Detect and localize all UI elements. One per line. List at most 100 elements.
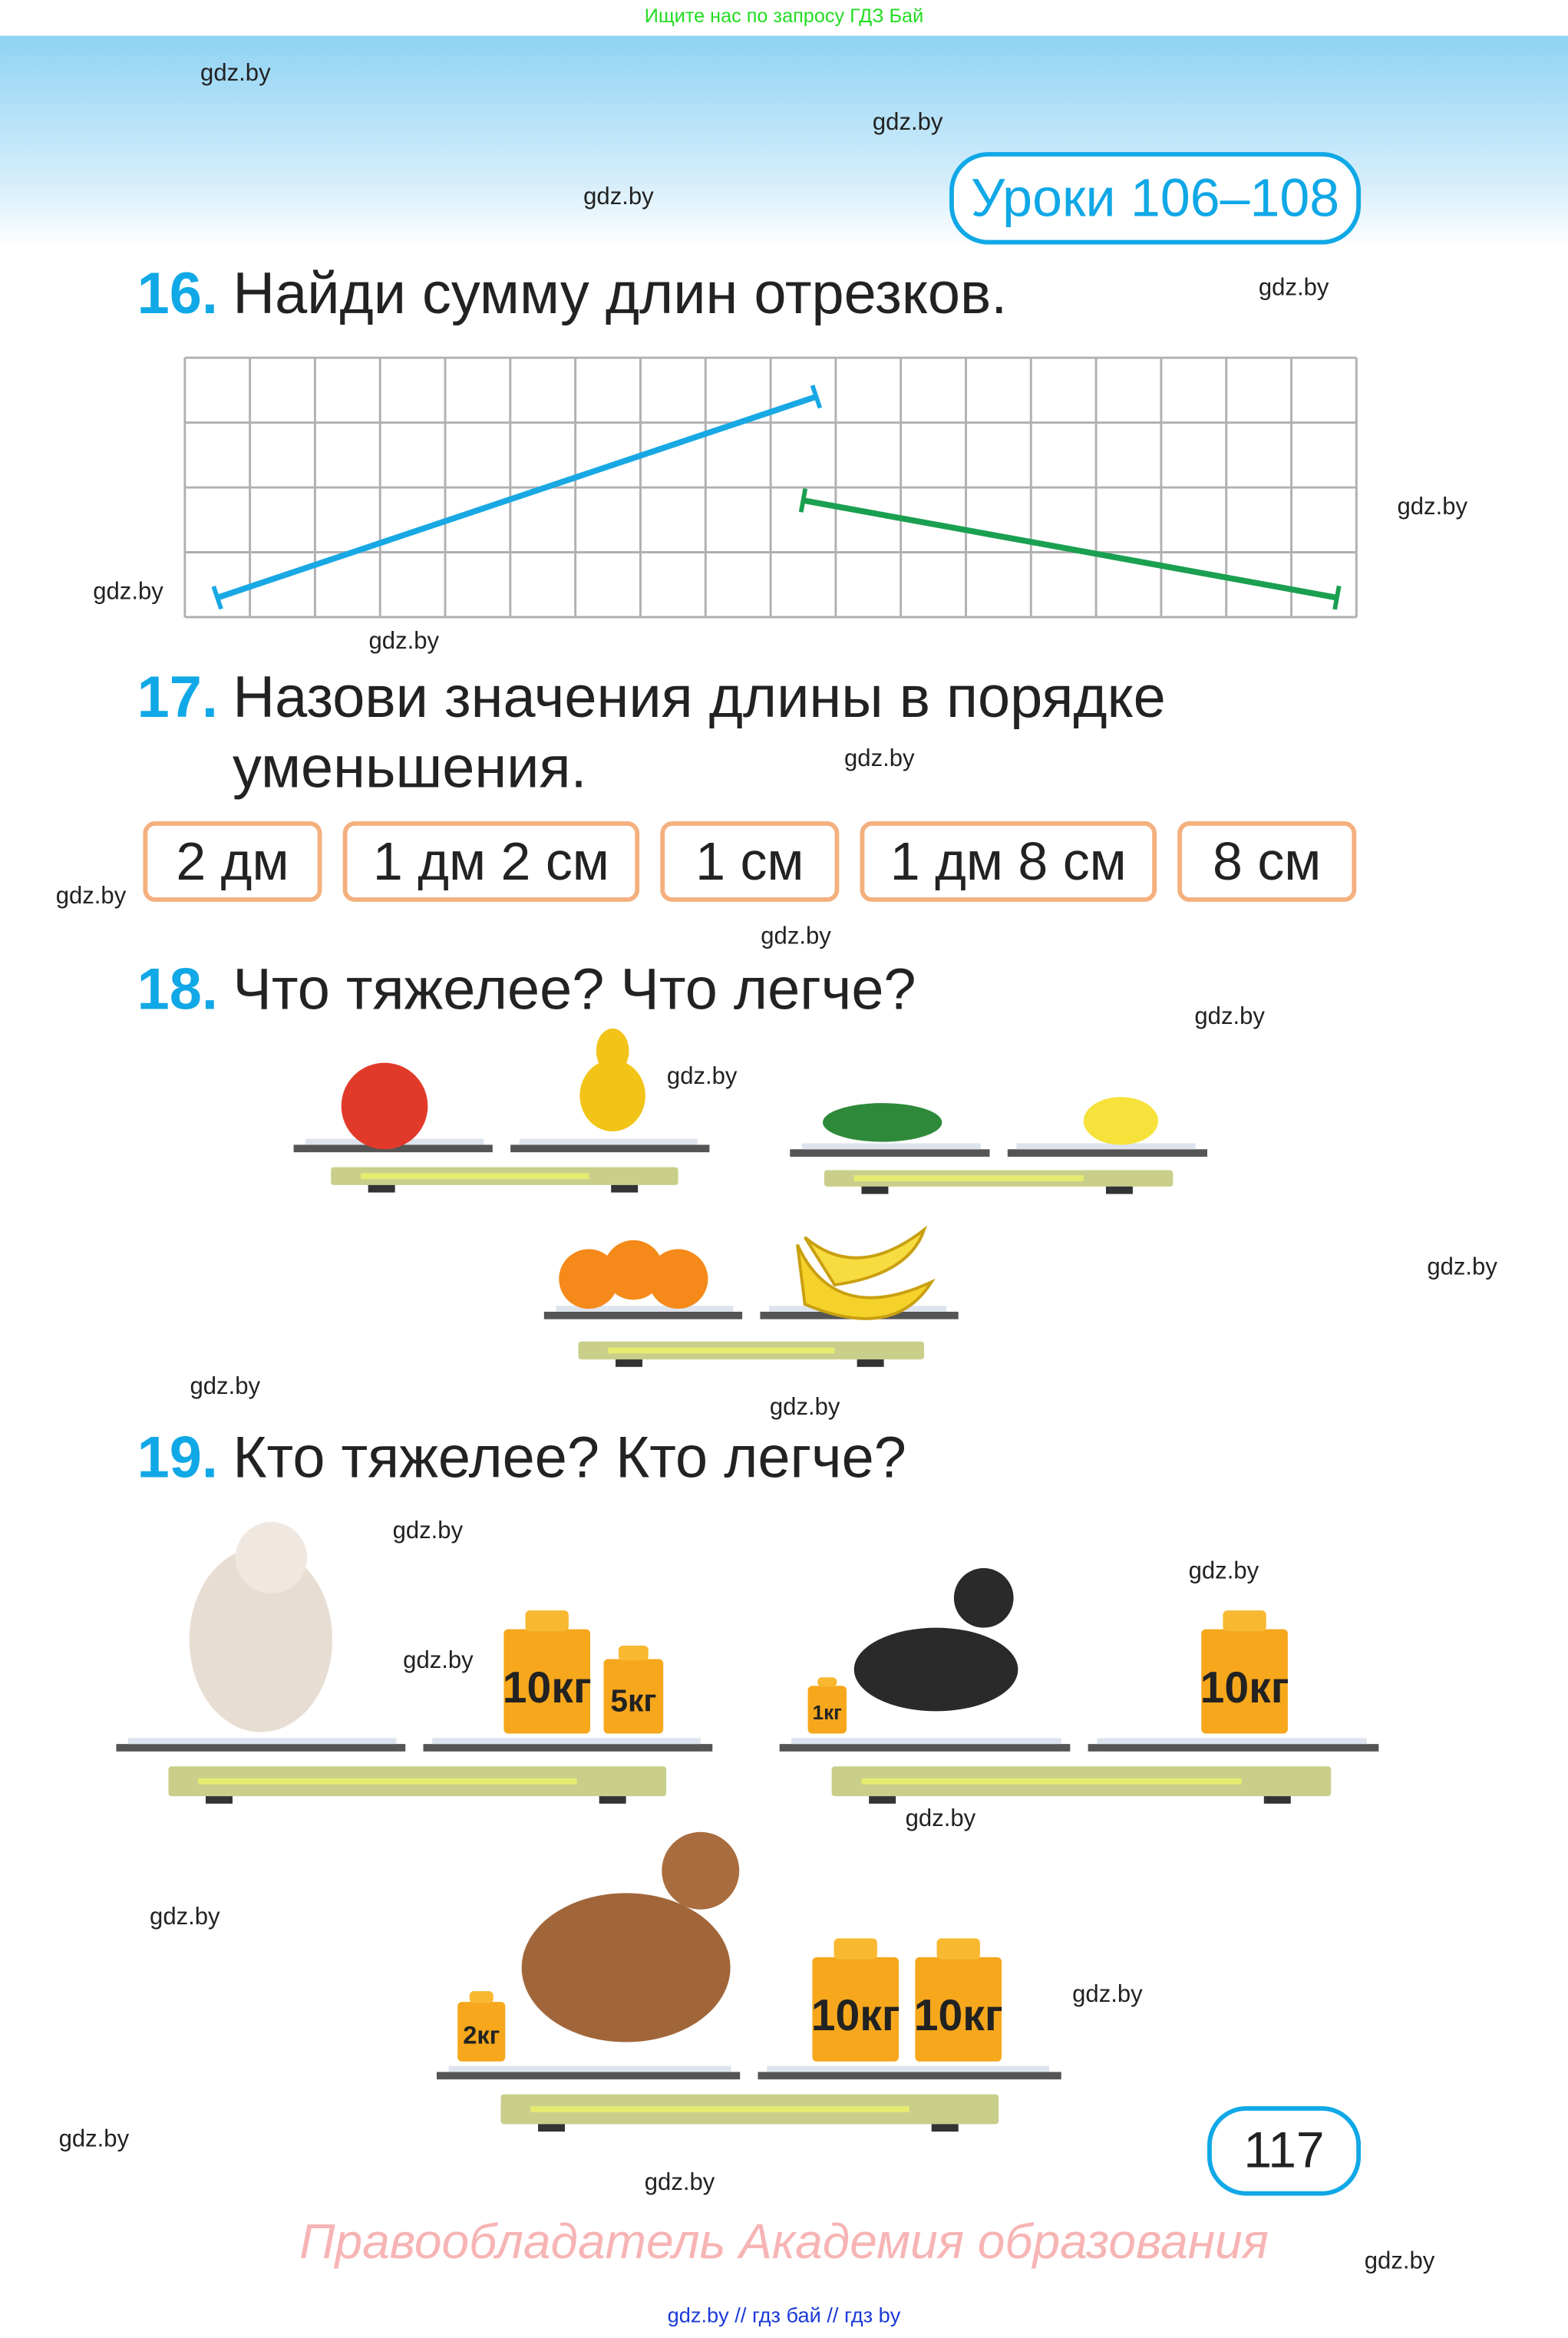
weight-label: 5кг <box>610 1683 656 1718</box>
scale-foot <box>611 1184 639 1193</box>
task-number: 16. <box>137 262 218 327</box>
gdz-watermark: gdz.by <box>644 2170 715 2196</box>
scale-plate-left <box>790 1149 990 1157</box>
scale-foot <box>857 1359 884 1367</box>
weight-label: 1кг <box>813 1701 843 1724</box>
length-card: 1 дм 8 см <box>860 821 1157 902</box>
scale-foot <box>931 2124 959 2132</box>
weight <box>807 1686 847 1734</box>
length-card: 2 дм <box>143 821 322 902</box>
poodle-icon <box>189 1547 333 1732</box>
scale-foot <box>861 1186 889 1194</box>
gdz-watermark: gdz.by <box>150 1904 220 1930</box>
segment <box>216 394 817 601</box>
scale-plate-right <box>1088 1744 1379 1752</box>
weight <box>812 1957 900 2062</box>
task-16-title: 16. Найди сумму длин отрезков. <box>137 263 1008 328</box>
scale-plate-left <box>779 1744 1071 1752</box>
gdz-watermark: gdz.by <box>200 61 271 87</box>
weight <box>915 1957 1002 2062</box>
gdz-watermark: gdz.by <box>872 110 943 136</box>
spaniel-icon <box>521 1893 731 2042</box>
plate-top <box>801 1143 981 1150</box>
plate-top <box>1016 1143 1196 1150</box>
gdz-watermark: gdz.by <box>1258 276 1329 302</box>
cucumber-icon <box>822 1103 942 1142</box>
task-19-title: 19. Кто тяжелее? Кто легче? <box>137 1426 906 1491</box>
length-card: 8 см <box>1177 821 1357 902</box>
weight-knob <box>817 1677 837 1687</box>
page-number: 117 <box>1207 2106 1362 2196</box>
task-number: 19. <box>137 1426 218 1491</box>
scale-plate-right <box>758 2072 1061 2080</box>
pear-top <box>596 1028 629 1074</box>
scale-base-highlight <box>360 1173 589 1180</box>
scale-foot <box>1263 1796 1291 1804</box>
weight-label: 10кг <box>503 1663 592 1712</box>
scale-plate-left <box>293 1144 493 1153</box>
weight-knob <box>1223 1610 1266 1632</box>
scale-base-highlight <box>853 1175 1084 1182</box>
top-banner[interactable]: Ищите нас по запросу ГДЗ Бай <box>0 0 1568 36</box>
dachshund-head <box>953 1567 1014 1628</box>
scale-foot <box>1105 1186 1133 1194</box>
scale-foot <box>205 1796 233 1804</box>
gdz-watermark: gdz.by <box>905 1806 976 1832</box>
gdz-watermark: gdz.by <box>769 1395 840 1421</box>
gdz-watermark: gdz.by <box>1194 1004 1265 1030</box>
rights-holder-watermark: Правообладатель Академия образования <box>299 2213 1269 2269</box>
gdz-watermark: gdz.by <box>761 924 831 950</box>
weight-label: 10кг <box>914 1991 1003 2040</box>
weight-knob <box>469 1991 494 2003</box>
weight-label: 10кг <box>811 1991 900 2040</box>
plate-top <box>128 1738 397 1745</box>
apple-icon <box>341 1062 428 1150</box>
segment-endpoint <box>798 488 808 513</box>
scale-plate-left <box>116 1744 406 1752</box>
scale-foot <box>599 1796 626 1804</box>
gdz-watermark: gdz.by <box>1397 494 1468 520</box>
segment-endpoint <box>810 385 823 409</box>
scale-plate-right <box>1007 1149 1208 1157</box>
orange-icon <box>648 1249 708 1309</box>
weight-knob <box>834 1938 877 1960</box>
segment-endpoint <box>1332 585 1342 610</box>
dachshund-icon <box>853 1627 1018 1712</box>
task-text: Кто тяжелее? Кто легче? <box>233 1426 906 1491</box>
task-18-title: 18. Что тяжелее? Что легче? <box>137 959 916 1024</box>
weight-label: 2кг <box>463 2020 500 2049</box>
gdz-watermark: gdz.by <box>368 629 440 655</box>
gdz-watermark: gdz.by <box>666 1064 738 1090</box>
length-card: 1 дм 2 см <box>342 821 640 902</box>
orange-icon <box>559 1249 619 1309</box>
gdz-watermark: gdz.by <box>1427 1255 1497 1281</box>
gdz-watermark: gdz.by <box>403 1648 474 1674</box>
plate-top <box>1097 1738 1367 1745</box>
weight <box>1201 1629 1288 1734</box>
weight-knob <box>618 1645 649 1661</box>
task-text: Что тяжелее? Что легче? <box>233 958 916 1023</box>
weight-knob <box>936 1938 980 1960</box>
task-17-title: 17. Назови значения длины в порядке <box>137 666 1166 731</box>
task-17-title-line2: уменьшения. <box>232 736 587 801</box>
scale-foot <box>538 2124 566 2132</box>
segment-grid <box>183 356 1358 619</box>
plate-top <box>519 1138 698 1145</box>
weight <box>603 1659 664 1734</box>
scale-plate-right <box>510 1144 710 1153</box>
weight-label: 10кг <box>1200 1663 1289 1712</box>
scale-foot <box>869 1796 896 1804</box>
segment <box>802 497 1338 601</box>
scale-foot <box>616 1359 643 1367</box>
gdz-watermark: gdz.by <box>190 1374 261 1400</box>
lessons-badge: Уроки 106–108 <box>949 152 1362 245</box>
gdz-watermark: gdz.by <box>1364 2249 1435 2275</box>
scale-base-highlight <box>861 1778 1242 1785</box>
gdz-watermark: gdz.by <box>1072 1982 1143 2008</box>
weight <box>457 2002 506 2062</box>
plate-top <box>767 2066 1050 2072</box>
gdz-watermark: gdz.by <box>844 746 915 772</box>
footer-links[interactable]: gdz.by // гдз бай // гдз by <box>667 2303 901 2327</box>
task-number: 18. <box>137 958 218 1023</box>
